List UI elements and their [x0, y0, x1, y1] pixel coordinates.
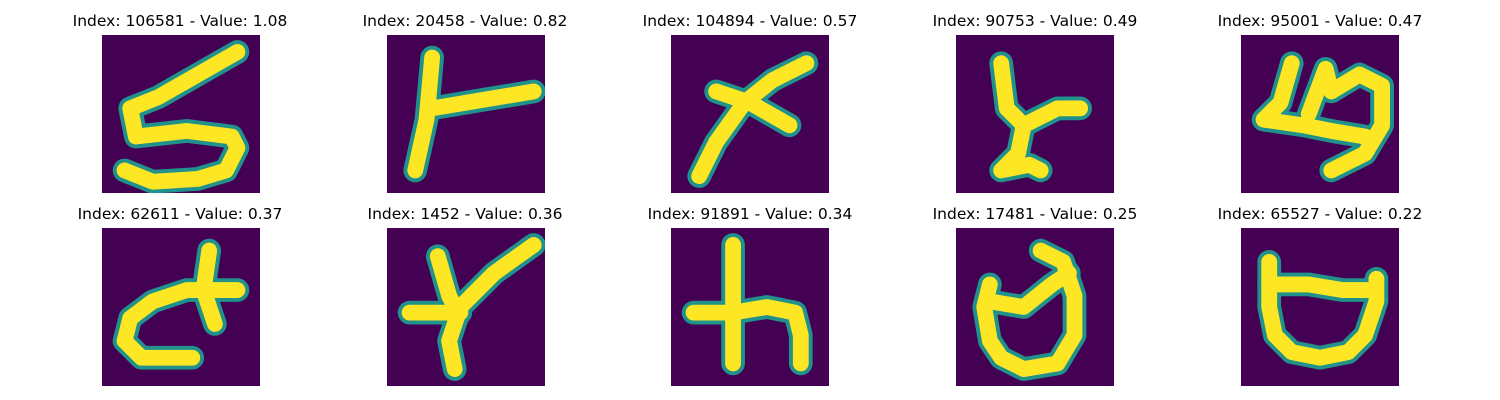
panel-title: Index: 106581 - Value: 1.08 [72, 12, 288, 30]
panel-8: Index: 17481 - Value: 0.25 [895, 203, 1175, 393]
panel-0: Index: 106581 - Value: 1.08 [40, 10, 320, 200]
panel-title: Index: 20458 - Value: 0.82 [362, 12, 568, 30]
digit-image [387, 35, 545, 193]
panel-5: Index: 62611 - Value: 0.37 [40, 203, 320, 393]
panel-title: Index: 91891 - Value: 0.34 [647, 205, 853, 223]
panel-title: Index: 17481 - Value: 0.25 [932, 205, 1138, 223]
panel-1: Index: 20458 - Value: 0.82 [325, 10, 605, 200]
panel-title: Index: 1452 - Value: 0.36 [367, 205, 563, 223]
digit-image [387, 228, 545, 386]
digit-image [1241, 35, 1399, 193]
panel-title: Index: 90753 - Value: 0.49 [932, 12, 1138, 30]
panel-6: Index: 1452 - Value: 0.36 [325, 203, 605, 393]
digit-image [102, 35, 260, 193]
panel-4: Index: 95001 - Value: 0.47 [1180, 10, 1460, 200]
panel-title: Index: 65527 - Value: 0.22 [1217, 205, 1423, 223]
digit-image [956, 35, 1114, 193]
panel-title: Index: 104894 - Value: 0.57 [642, 12, 858, 30]
digit-image [1241, 228, 1399, 386]
digit-image [671, 35, 829, 193]
panel-9: Index: 65527 - Value: 0.22 [1180, 203, 1460, 393]
panel-7: Index: 91891 - Value: 0.34 [610, 203, 890, 393]
panel-2: Index: 104894 - Value: 0.57 [610, 10, 890, 200]
panel-title: Index: 62611 - Value: 0.37 [77, 205, 283, 223]
digit-image [102, 228, 260, 386]
digit-image [671, 228, 829, 386]
panel-3: Index: 90753 - Value: 0.49 [895, 10, 1175, 200]
digit-image [956, 228, 1114, 386]
panel-title: Index: 95001 - Value: 0.47 [1217, 12, 1423, 30]
